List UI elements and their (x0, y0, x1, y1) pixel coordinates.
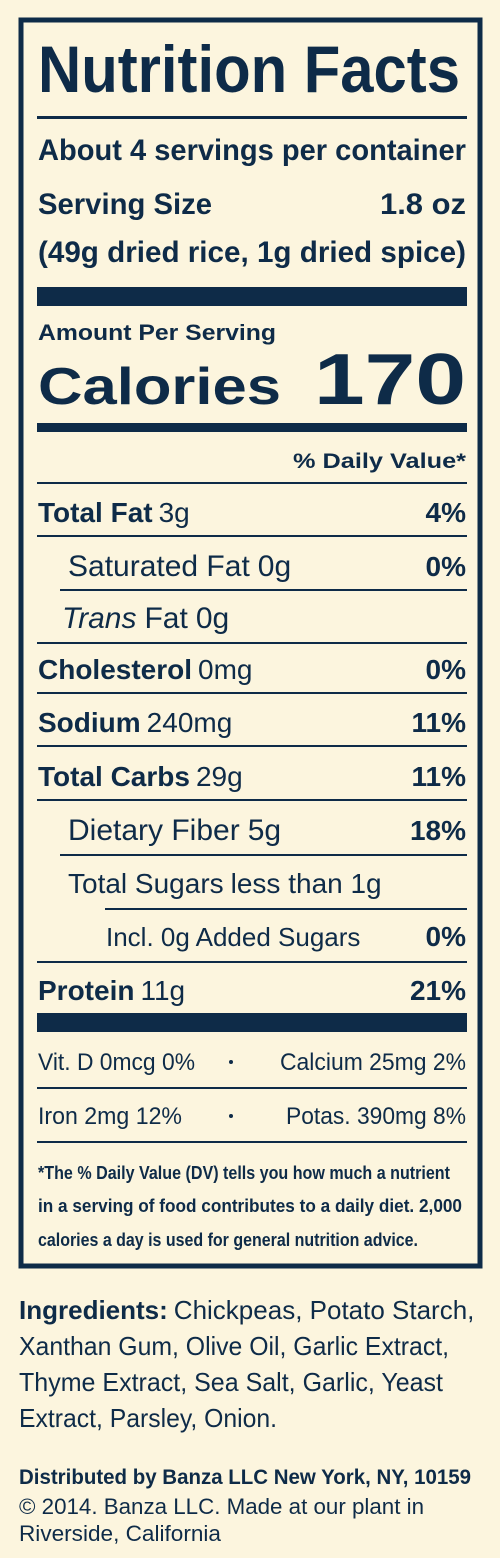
serving-size-label: Serving Size (38, 188, 212, 221)
nutrient-amount: 240mg (147, 707, 233, 738)
footnote-line: *The % Daily Value (DV) tells you how mu… (38, 1163, 450, 1183)
rule (37, 116, 467, 119)
ingredients-text: Extract, Parsley, Onion. (19, 1403, 277, 1433)
vitamin: Potas. 390mg 8% (286, 1103, 466, 1130)
nutrient-name-italic: Trans (62, 602, 136, 635)
rule (60, 854, 467, 856)
nutrient-dv: 4% (426, 497, 467, 528)
nutrient: Dietary Fiber 5g (68, 814, 281, 847)
nutrient-amount: 5g (248, 814, 281, 847)
rule (37, 692, 467, 694)
vitamin: Vit. D 0mcg 0% (38, 1049, 195, 1076)
thick-rule (37, 1013, 467, 1032)
calories-label: Calories (38, 358, 281, 416)
nutrient-amount: 29g (196, 761, 243, 792)
rule (37, 642, 467, 644)
nutrient: Protein 11g (38, 975, 185, 1006)
nutrient-name: Dietary Fiber (68, 814, 240, 847)
nutrient-name: Incl. 0g Added Sugars (106, 922, 360, 952)
nutrient: Trans Fat 0g (62, 602, 229, 635)
daily-value-header: % Daily Value* (293, 450, 467, 473)
ingredients-line: Ingredients: Chickpeas, Potato Starch, (19, 1295, 474, 1325)
nutrient: Total Carbs 29g (38, 761, 243, 792)
nutrient-dv: 11% (412, 707, 467, 738)
rule (37, 482, 467, 484)
nutrient-name: Protein (38, 975, 134, 1006)
nutrient-name: Sodium (38, 707, 141, 738)
rule (37, 1087, 467, 1089)
nutrient-dv: 11% (412, 761, 467, 792)
nutrient-name: Cholesterol (38, 654, 192, 685)
ingredients-label: Ingredients: (19, 1295, 168, 1325)
rule (37, 745, 467, 747)
vitamin: Calcium 25mg 2% (280, 1049, 466, 1076)
nutrient-dv: 0% (426, 551, 467, 582)
facts-box (18, 17, 483, 1269)
nutrient-name: Fat (144, 602, 188, 635)
amount-per-serving: Amount Per Serving (38, 320, 276, 345)
thick-rule (37, 287, 467, 306)
servings: About 4 servings per container (38, 134, 466, 167)
serving-size-detail: (49g dried rice, 1g dried spice) (38, 236, 466, 269)
vitamin: Iron 2mg 12% (38, 1103, 182, 1130)
nutrient: Total Fat 3g (38, 497, 190, 528)
title: Nutrition Facts (38, 32, 460, 106)
nutrient: Cholesterol 0mg (38, 654, 253, 685)
medium-rule (37, 423, 467, 432)
serving-size-value: 1.8 oz (380, 188, 466, 221)
copyright: Riverside, California (19, 1521, 222, 1546)
ingredients-text: Thyme Extract, Sea Salt, Garlic, Yeast (19, 1367, 444, 1397)
nutrient-amount: 0g (196, 602, 229, 635)
rule (60, 589, 467, 591)
footnote-line: calories a day is used for general nutri… (38, 1230, 418, 1250)
rule (37, 535, 467, 537)
nutrient-amount: 0g (258, 550, 291, 583)
nutrient: Saturated Fat 0g (68, 550, 291, 583)
nutrient-name: Saturated Fat (68, 550, 250, 583)
rule (37, 961, 467, 963)
nutrient-dv: 21% (410, 975, 466, 1006)
rule (37, 1141, 467, 1143)
nutrient: Sodium 240mg (38, 707, 232, 738)
nutrient-amount: 11g (140, 975, 185, 1006)
rule (105, 908, 467, 910)
bullet (229, 1114, 233, 1118)
nutrient-amount: less than 1g (231, 868, 382, 899)
nutrient-name: Total Fat (38, 497, 153, 528)
distributor: Distributed by Banza LLC New York, NY, 1… (19, 1466, 471, 1489)
nutrient-amount: 3g (159, 497, 190, 528)
calories-value: 170 (314, 340, 466, 420)
nutrient-name: Total Sugars (68, 868, 224, 899)
bullet (229, 1060, 233, 1064)
nutrient-dv: 0% (426, 654, 467, 685)
nutrient: Total Sugars less than 1g (68, 868, 382, 899)
nutrient-dv: 0% (426, 921, 467, 952)
copyright: © 2014. Banza LLC. Made at our plant in (19, 1494, 424, 1519)
ingredients-text: Xanthan Gum, Olive Oil, Garlic Extract, (19, 1331, 449, 1361)
nutrient-amount: 0mg (198, 654, 252, 685)
nutrient-dv: 18% (410, 815, 466, 846)
ingredients-text: Chickpeas, Potato Starch, (174, 1295, 475, 1325)
footnote-line: in a serving of food contributes to a da… (38, 1196, 462, 1216)
nutrient-name: Total Carbs (38, 761, 190, 792)
rule (37, 799, 467, 801)
